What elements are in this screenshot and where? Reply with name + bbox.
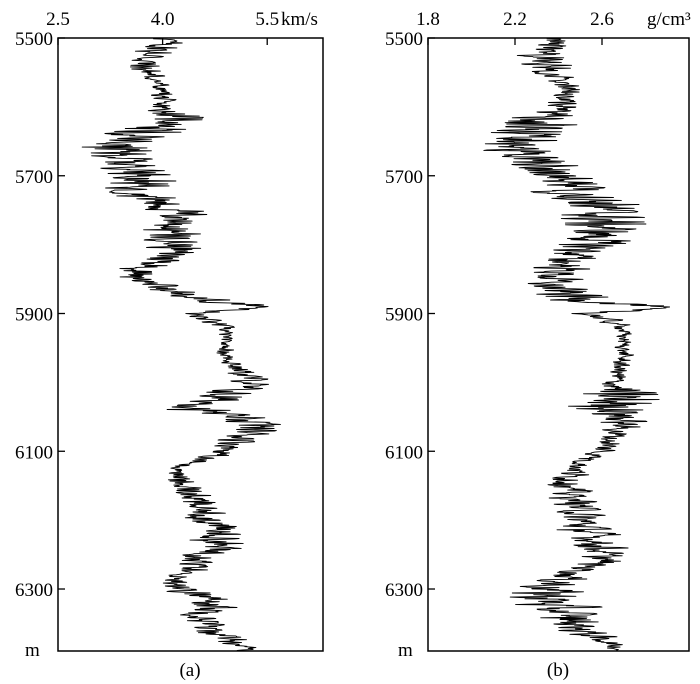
panel-a-trace (81, 37, 281, 652)
panel-b-y-unit: m (398, 640, 413, 661)
panel-b-y-tick-label: 6100 (385, 442, 423, 463)
panel-a-y-tick-label: 6100 (15, 442, 53, 463)
panel-b-density-log: 1.8 2.2 2.6 5500 5700 5900 6100 6300 g/cm³ m (… (385, 9, 691, 681)
panel-a-y-tick-label: 5500 (15, 29, 53, 50)
panel-a-caption: (a) (179, 660, 200, 681)
panel-a-log-curve (81, 37, 281, 652)
panel-b-log-curve (483, 37, 671, 652)
panel-a-frame (57, 37, 324, 652)
panel-a-x-unit: km/s (281, 9, 318, 30)
panel-b-x-tick-label: 2.2 (503, 9, 527, 30)
panel-a-y-axis: 5500 5700 5900 6100 6300 (15, 29, 65, 601)
panel-b-y-tick-label: 5500 (385, 29, 423, 50)
panel-b-y-tick-label: 5700 (385, 167, 423, 188)
panel-b-frame (427, 37, 690, 652)
panel-a-x-tick-label: 2.5 (46, 9, 70, 30)
panel-a-x-tick-label: 4.0 (151, 9, 175, 30)
panel-a-y-unit: m (25, 640, 40, 661)
panel-a-x-axis: 2.5 4.0 5.5 (46, 9, 279, 45)
panel-a-y-tick-label: 6300 (15, 580, 53, 601)
panel-b-x-axis: 1.8 2.2 2.6 (416, 9, 614, 45)
panel-b-x-tick-label: 1.8 (416, 9, 440, 30)
panel-b-caption: (b) (547, 660, 569, 681)
panel-b-x-unit: g/cm³ (647, 9, 691, 30)
panel-b-trace (483, 37, 671, 652)
panel-a-y-tick-label: 5700 (15, 167, 53, 188)
panel-a-y-tick-label: 5900 (15, 305, 53, 326)
panel-a-velocity-log: 2.5 4.0 5.5 5500 5700 5900 6100 6300 km/s m (a… (15, 9, 324, 681)
panel-a-x-tick-label: 5.5 (255, 9, 279, 30)
panel-b-y-axis: 5500 5700 5900 6100 6300 (385, 29, 435, 601)
panel-b-y-tick-label: 5900 (385, 305, 423, 326)
panel-b-x-tick-label: 2.6 (590, 9, 614, 30)
panel-b-y-tick-label: 6300 (385, 580, 423, 601)
